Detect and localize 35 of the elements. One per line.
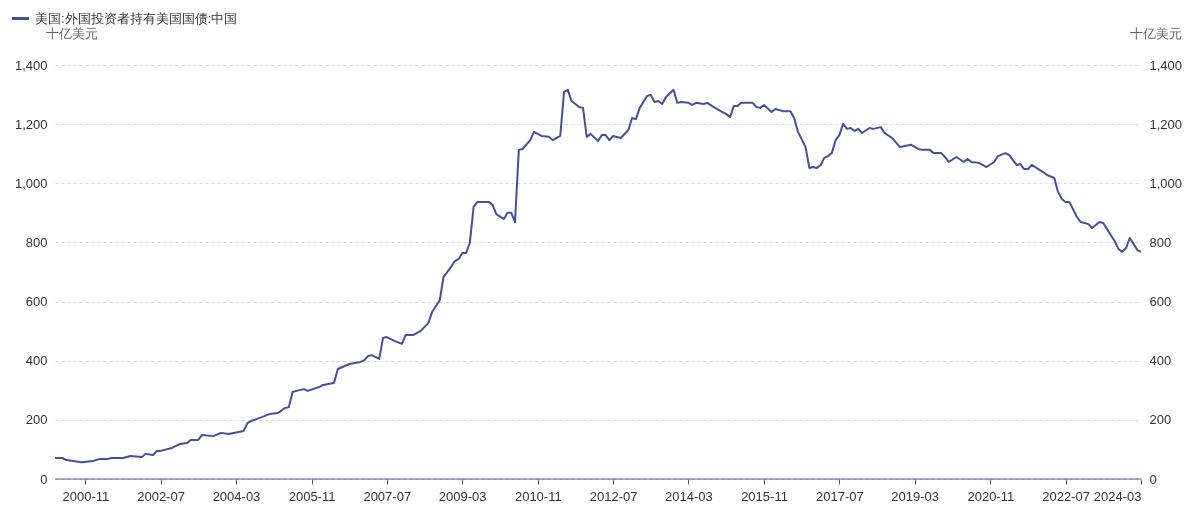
x-tick-label: 2014-03 (665, 488, 713, 504)
x-tick-label: 2007-07 (363, 488, 412, 504)
y-tick-label: 200 (25, 412, 48, 428)
y2-tick-label: 200 (1149, 412, 1172, 428)
y2-tick-label: 400 (1149, 353, 1172, 369)
legend-label: 美国:外国投资者持有美国国债:中国 (35, 10, 238, 26)
x-tick-label: 2005-11 (288, 488, 336, 504)
y-tick-label: 800 (25, 234, 48, 250)
x-tick-label: 2012-07 (589, 488, 638, 504)
x-tick-label: 2020-11 (967, 488, 1015, 504)
y2-tick-label: 0 (1149, 471, 1157, 487)
x-tick-label: 2000-11 (62, 488, 110, 504)
y-axis-title: 十亿美元 (45, 25, 98, 41)
x-tick-label: 2017-07 (815, 488, 864, 504)
y-tick-label: 1,400 (14, 57, 48, 73)
y-tick-label: 1,200 (14, 116, 48, 132)
x-tick-label: 2002-07 (137, 488, 185, 504)
x-tick-label: 2004-03 (212, 488, 261, 504)
y-tick-label: 1,000 (14, 175, 48, 191)
y2-tick-label: 1,000 (1149, 175, 1183, 191)
x-tick-label: 2024-03 (1093, 488, 1142, 504)
y2-tick-label: 1,400 (1149, 57, 1183, 73)
x-tick-label: 2015-11 (741, 488, 788, 504)
x-tick-label: 2010-11 (514, 488, 562, 504)
y-tick-label: 600 (25, 294, 48, 310)
x-tick-label: 2019-03 (891, 488, 940, 504)
y2-axis-title: 十亿美元 (1129, 25, 1182, 41)
y2-tick-label: 800 (1149, 234, 1172, 250)
y-tick-label: 400 (25, 353, 48, 369)
y2-tick-label: 600 (1149, 294, 1172, 310)
line-series (54, 88, 1142, 464)
y-tick-label: 0 (40, 471, 48, 487)
x-tick-label: 2022-07 (1042, 488, 1090, 504)
y2-tick-label: 1,200 (1149, 116, 1183, 132)
x-tick-label: 2009-03 (438, 488, 487, 504)
